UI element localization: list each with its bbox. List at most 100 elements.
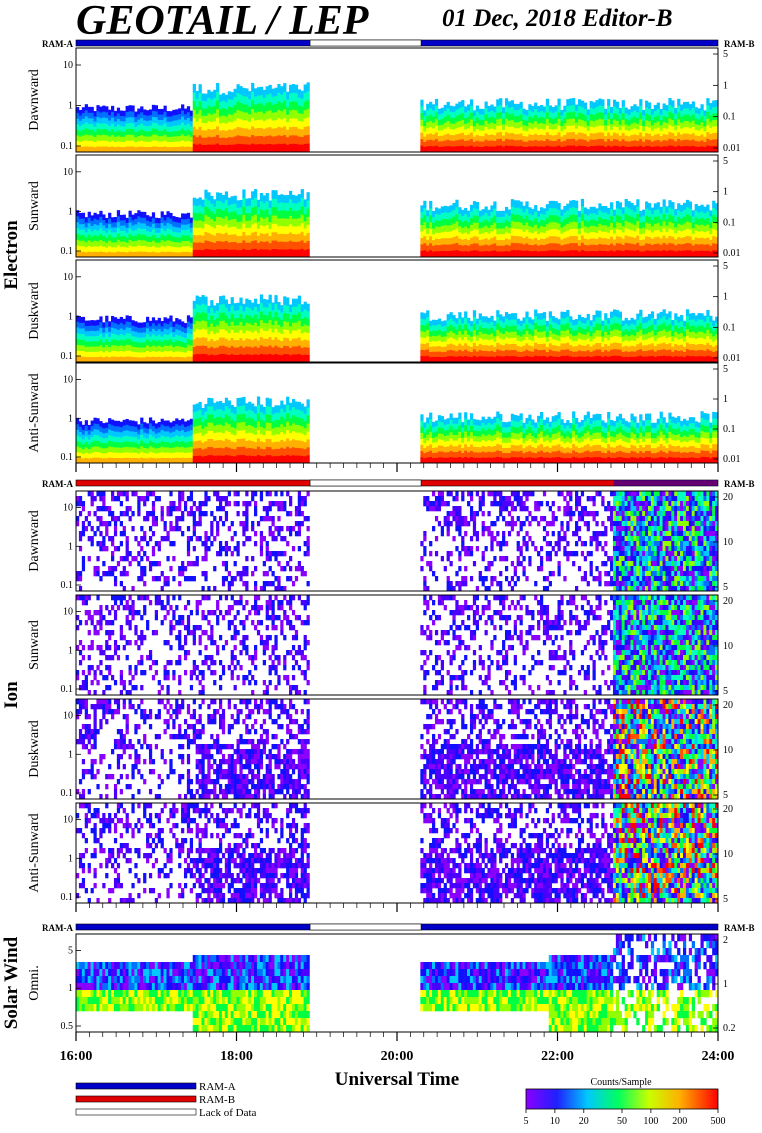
spectrogram-cell bbox=[149, 446, 152, 452]
spectrogram-cell bbox=[636, 326, 639, 332]
spectrogram-cell bbox=[590, 114, 593, 121]
spectrogram-cell bbox=[458, 331, 461, 338]
spectrogram-cell bbox=[210, 406, 213, 414]
spectrogram-cell bbox=[709, 316, 712, 322]
spectrogram-cell bbox=[207, 121, 210, 129]
spectrogram-cell bbox=[420, 126, 423, 133]
spectrogram-cell bbox=[204, 448, 207, 456]
spectrogram-cell bbox=[514, 331, 517, 337]
spectrogram-cell bbox=[82, 113, 85, 119]
spectrogram-cell bbox=[636, 135, 639, 141]
spectrogram-cell bbox=[143, 458, 146, 463]
spectrogram-cell bbox=[245, 120, 248, 128]
spectrogram-cell bbox=[552, 135, 555, 141]
spectrogram-cell bbox=[213, 129, 216, 137]
spectrogram-cell bbox=[149, 141, 152, 147]
spectrogram-cell bbox=[598, 132, 601, 139]
spectrogram-cell bbox=[517, 122, 520, 128]
spectrogram-cell bbox=[432, 134, 435, 140]
spectrogram-cell bbox=[467, 140, 470, 146]
spectrogram-cell bbox=[482, 351, 485, 357]
spectrogram-cell bbox=[237, 84, 240, 93]
spectrogram-cell bbox=[126, 441, 129, 447]
spectrogram-cell bbox=[543, 208, 546, 214]
spectrogram-cell bbox=[648, 332, 651, 338]
spectrogram-cell bbox=[698, 206, 701, 213]
spectrogram-cell bbox=[482, 221, 485, 227]
spectrogram-cell bbox=[82, 449, 85, 454]
spectrogram-cell bbox=[129, 442, 132, 448]
spectrogram-cell bbox=[642, 251, 645, 257]
spectrogram-cell bbox=[263, 218, 266, 226]
spectrogram-cell bbox=[216, 401, 219, 409]
spectrogram-cell bbox=[260, 249, 263, 257]
spectrogram-cell bbox=[490, 238, 493, 245]
spectrogram-cell bbox=[584, 146, 587, 152]
spectrogram-cell bbox=[131, 352, 134, 358]
spectrogram-cell bbox=[581, 328, 584, 334]
spectrogram-cell bbox=[487, 112, 490, 118]
spectrogram-cell bbox=[222, 242, 225, 250]
spectrogram-cell bbox=[613, 113, 616, 120]
spectrogram-cell bbox=[558, 119, 561, 126]
spectrogram-cell bbox=[625, 113, 628, 119]
spectrogram-cell bbox=[514, 110, 517, 116]
spectrogram-cell bbox=[426, 336, 429, 343]
spectrogram-cell bbox=[645, 120, 648, 127]
spectrogram-cell bbox=[91, 241, 94, 247]
spectrogram-cell bbox=[441, 108, 444, 114]
spectrogram-cell bbox=[593, 133, 596, 140]
spectrogram-cell bbox=[511, 344, 514, 350]
spectrogram-cell bbox=[470, 237, 473, 244]
spectrogram-cell bbox=[146, 226, 149, 232]
spectrogram-cell bbox=[668, 207, 671, 214]
spectrogram-cell bbox=[216, 143, 219, 152]
spectrogram-cell bbox=[298, 129, 301, 137]
spectrogram-cell bbox=[164, 426, 167, 432]
spectrogram-cell bbox=[595, 356, 598, 363]
spectrogram-cell bbox=[461, 334, 464, 340]
spectrogram-cell bbox=[712, 146, 715, 153]
spectrogram-cell bbox=[563, 244, 566, 251]
spectrogram-cell bbox=[94, 240, 97, 246]
spectrogram-cell bbox=[187, 246, 190, 252]
spectrogram-cell bbox=[158, 136, 161, 142]
spectrogram-cell bbox=[248, 448, 251, 456]
spectrogram-cell bbox=[578, 222, 581, 228]
spectrogram-cell bbox=[441, 238, 444, 245]
spectrogram-cell bbox=[566, 224, 569, 231]
spectrogram-cell bbox=[120, 236, 123, 242]
spectrogram-cell bbox=[482, 333, 485, 339]
spectrogram-cell bbox=[239, 207, 242, 214]
spectrogram-cell bbox=[175, 242, 178, 247]
spectrogram-cell bbox=[120, 121, 123, 126]
spectrogram-cell bbox=[143, 342, 146, 347]
spectrogram-cell bbox=[242, 112, 245, 120]
spectrogram-cell bbox=[187, 350, 190, 356]
spectrogram-cell bbox=[298, 136, 301, 144]
spectrogram-cell bbox=[242, 438, 245, 447]
spectrogram-cell bbox=[272, 215, 275, 224]
spectrogram-cell bbox=[146, 428, 149, 433]
spectrogram-cell bbox=[228, 114, 231, 122]
spectrogram-cell bbox=[231, 211, 234, 219]
spectrogram-cell bbox=[175, 357, 178, 363]
spectrogram-cell bbox=[595, 317, 598, 324]
spectrogram-cell bbox=[283, 329, 286, 338]
spectrogram-cell bbox=[164, 129, 167, 135]
spectrogram-cell bbox=[601, 321, 604, 326]
spectrogram-cell bbox=[88, 346, 91, 351]
spectrogram-cell bbox=[199, 127, 202, 136]
spectrogram-cell bbox=[245, 433, 248, 441]
spectrogram-cell bbox=[126, 129, 129, 135]
spectrogram-cell bbox=[245, 330, 248, 338]
spectrogram-cell bbox=[181, 321, 184, 326]
spectrogram-cell bbox=[563, 206, 566, 213]
spectrogram-cell bbox=[581, 228, 584, 236]
spectrogram-cell bbox=[137, 429, 140, 434]
spectrogram-cell bbox=[668, 356, 671, 363]
spectrogram-cell bbox=[438, 141, 441, 147]
spectrogram-cell bbox=[587, 131, 590, 137]
spectrogram-cell bbox=[292, 299, 295, 307]
spectrogram-cell bbox=[146, 339, 149, 345]
